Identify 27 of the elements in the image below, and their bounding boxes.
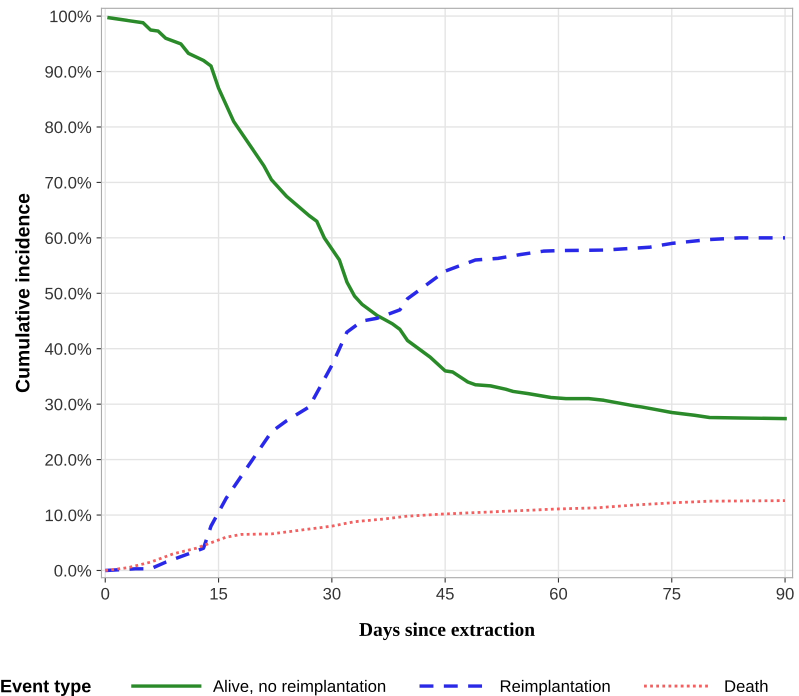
y-tick-label: 70.0%	[45, 176, 92, 189]
legend-label: Alive, no reimplantation	[213, 680, 386, 696]
y-tick-label: 50.0%	[45, 288, 92, 300]
y-tick-label: 60.0%	[45, 232, 92, 244]
y-axis-title: Cumulative incidence	[15, 194, 30, 392]
x-tick-label: 0	[101, 588, 110, 600]
y-tick-label: 40.0%	[44, 343, 92, 355]
x-tick-label: 15	[210, 588, 228, 600]
x-tick-label: 90	[776, 588, 794, 600]
y-tick-label: 0.0%	[54, 564, 92, 577]
x-tick-label: 45	[436, 588, 454, 600]
y-tick-label: 30.0%	[45, 398, 92, 410]
y-tick-label: 80.0%	[45, 121, 92, 134]
x-axis-title: Days since extraction	[359, 622, 535, 640]
y-tick-label: 90.0%	[45, 66, 92, 78]
x-tick-label: 30	[323, 588, 340, 600]
legend-title: Event type	[1, 680, 91, 696]
line-series	[104, 499, 786, 572]
y-tick-label: 20.0%	[45, 454, 92, 466]
legend-label: Death	[725, 680, 768, 692]
line-series	[104, 236, 787, 572]
y-tick-label: 10.0%	[46, 509, 92, 522]
legend-label: Reimplantation	[500, 680, 610, 696]
x-tick-label: 60	[550, 588, 568, 600]
y-tick-label: 100%	[50, 10, 92, 22]
line-series	[107, 16, 787, 420]
x-tick-label: 75	[663, 588, 680, 600]
